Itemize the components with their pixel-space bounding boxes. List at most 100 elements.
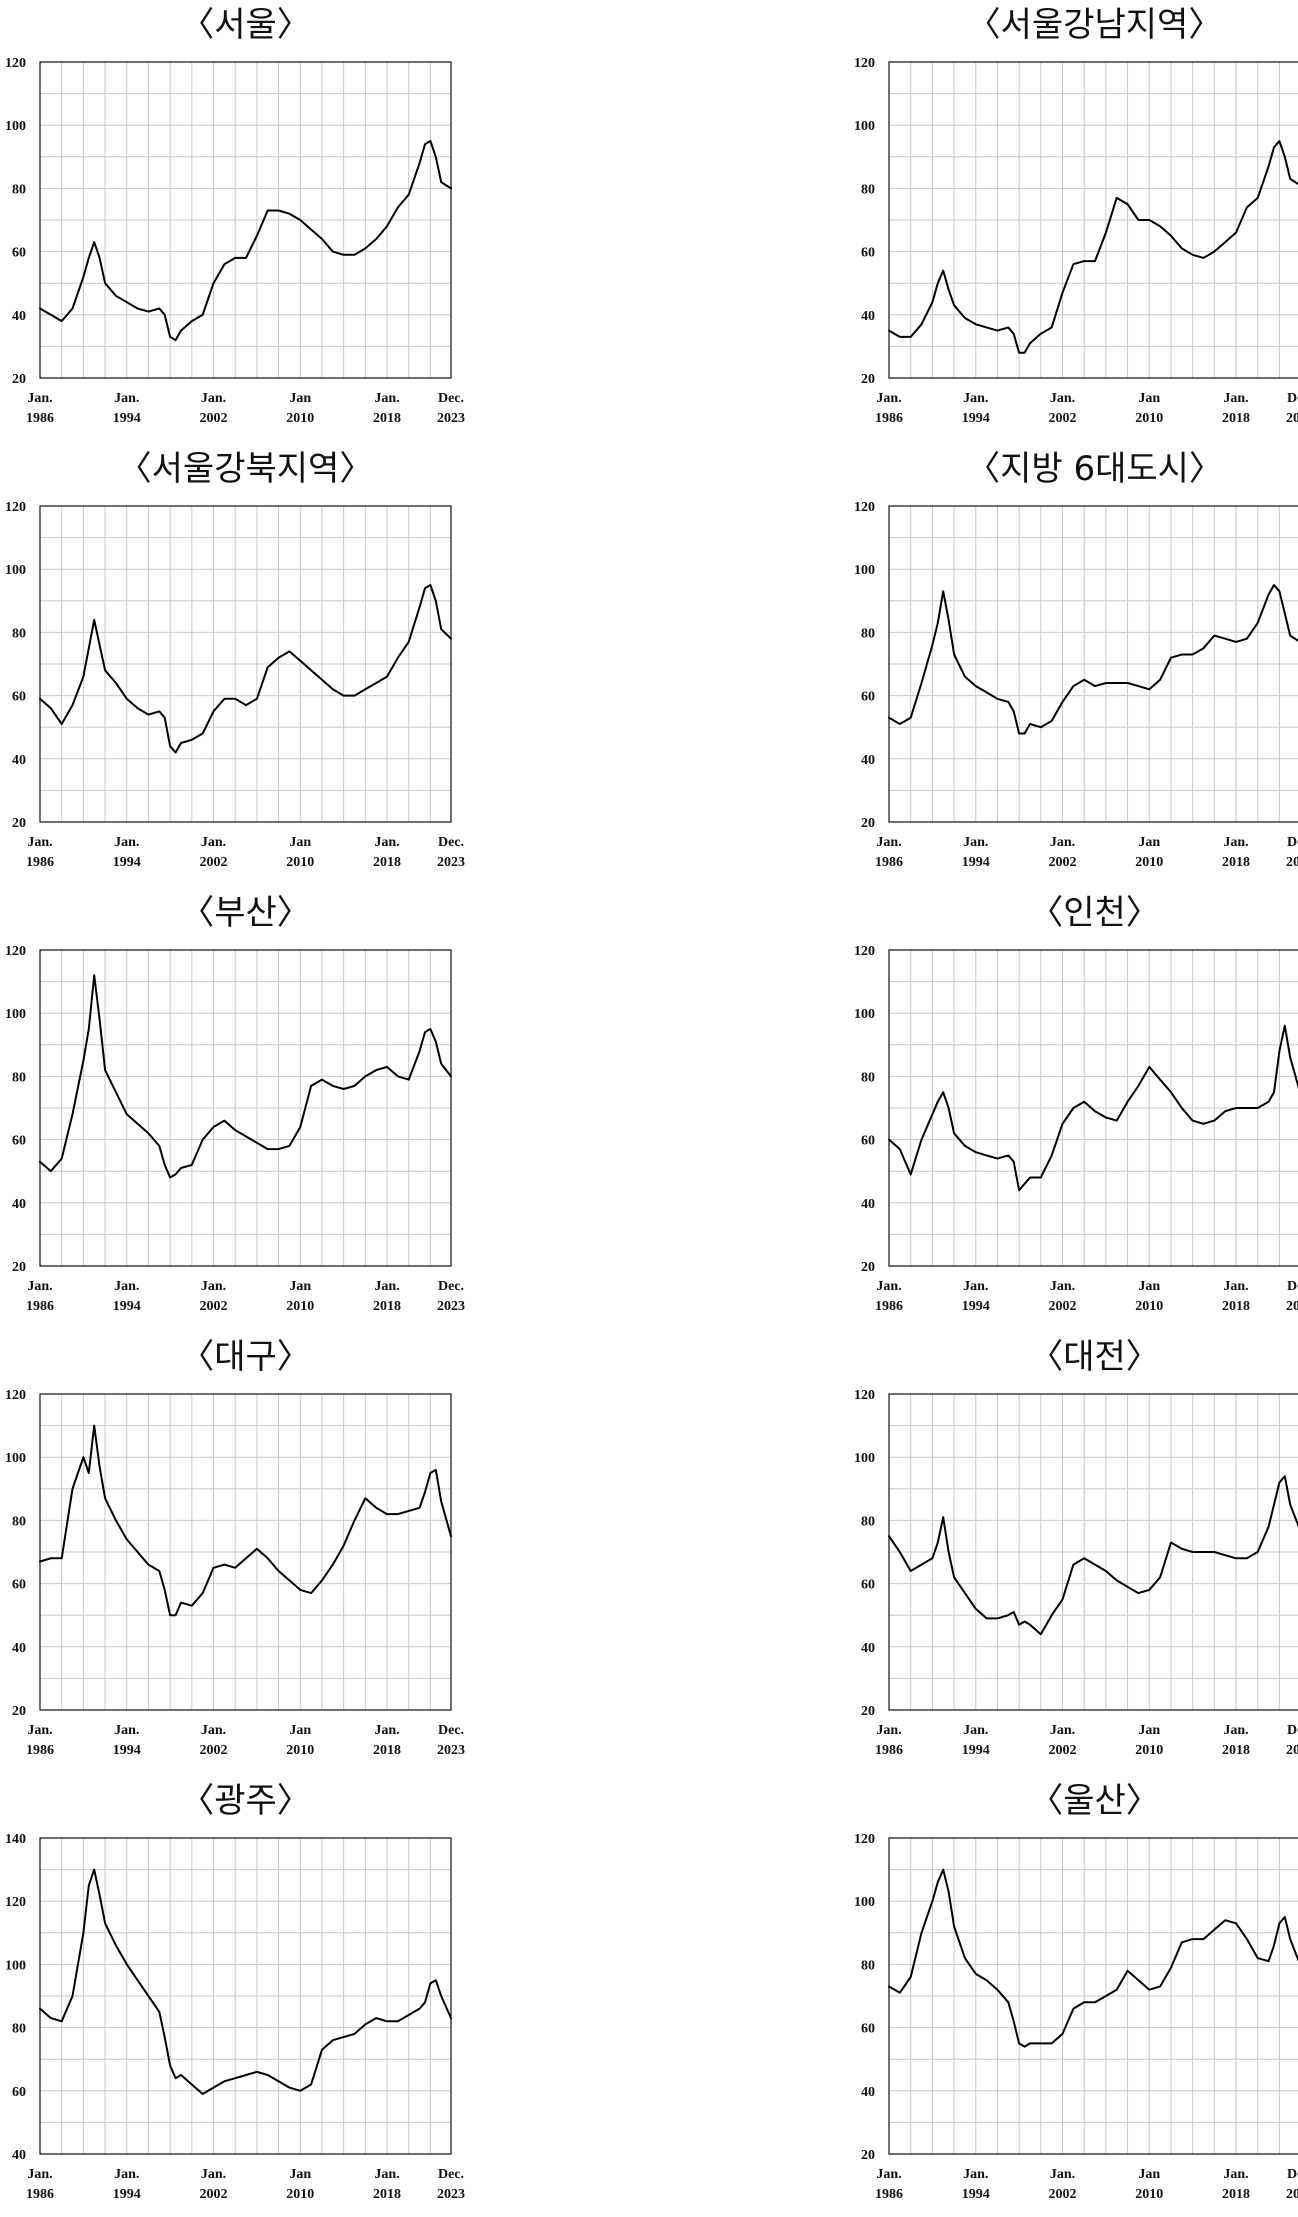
x-tick-label-year: 1986 <box>26 411 54 426</box>
x-tick-label-month: Jan. <box>963 2167 988 2182</box>
y-tick-label: 100 <box>854 119 875 134</box>
x-tick-label-year: 2010 <box>1135 855 1163 870</box>
chart-title: 〈울산〉 <box>1029 1781 1160 1821</box>
plot-frame <box>39 949 452 1267</box>
plot-frame <box>39 505 452 823</box>
x-tick-label-month: Dec. <box>438 1723 464 1738</box>
y-tick-label: 80 <box>12 1514 26 1529</box>
x-tick-label-year: 1986 <box>875 1299 903 1314</box>
line-chart-svg: 〈광주〉 40 60 80 100 120 140 Jan. 1986 Jan. 1994 Jan. 2… <box>5 1781 465 2202</box>
y-tick-label: 100 <box>5 1958 26 1973</box>
series-line <box>39 140 452 342</box>
line-chart-svg: 〈서울강북지역〉 20 40 60 80 100 120 Jan. 1986 Jan. 1994 Ja… <box>5 449 465 870</box>
y-tick-label: 40 <box>861 753 875 768</box>
x-tick-label-year: 1994 <box>962 1743 990 1758</box>
x-tick-label-year: 1994 <box>113 411 141 426</box>
x-tick-label-month: Dec. <box>1287 835 1298 850</box>
y-tick-label: 40 <box>861 2085 875 2100</box>
y-tick-label: 60 <box>861 690 875 705</box>
x-tick-label-month: Jan. <box>374 1723 399 1738</box>
x-tick-label-month: Jan. <box>876 391 901 406</box>
chart-panel: 〈서울강북지역〉 20 40 60 80 100 120 Jan. 1986 Jan. 1994 Ja… <box>0 444 465 885</box>
x-tick-label-year: 2023 <box>1286 1743 1298 1758</box>
x-tick-label-year: 1994 <box>113 855 141 870</box>
x-tick-label-year: 2018 <box>1222 2187 1250 2202</box>
x-tick-label-year: 2023 <box>437 411 465 426</box>
y-tick-label: 80 <box>12 182 26 197</box>
x-tick-label-year: 2010 <box>286 411 314 426</box>
x-tick-label-month: Jan. <box>1223 1279 1248 1294</box>
x-tick-label-year: 2018 <box>1222 1743 1250 1758</box>
x-tick-label-month: Jan <box>1138 1279 1160 1294</box>
chart-title: 〈대구〉 <box>180 1337 311 1377</box>
x-tick-label-month: Dec. <box>1287 391 1298 406</box>
x-tick-label-year: 2023 <box>437 855 465 870</box>
series-line <box>888 1024 1298 1192</box>
y-tick-label: 20 <box>12 1704 26 1719</box>
plot-frame <box>888 1837 1298 2155</box>
line-chart-svg: 〈인천〉 20 40 60 80 100 120 Jan. 1986 Jan. 1994 Jan. 20… <box>854 893 1298 1314</box>
plot-frame <box>39 61 452 379</box>
x-tick-label-month: Dec. <box>1287 2167 1298 2182</box>
x-tick-label-month: Jan <box>1138 391 1160 406</box>
x-tick-label-year: 2018 <box>1222 411 1250 426</box>
x-tick-label-month: Jan <box>289 1723 311 1738</box>
line-chart-svg: 〈부산〉 20 40 60 80 100 120 Jan. 1986 Jan. 1994 Jan. 20… <box>5 893 465 1314</box>
chart-title: 〈인천〉 <box>1029 893 1160 933</box>
x-tick-label-month: Jan <box>289 391 311 406</box>
y-tick-label: 60 <box>12 2085 26 2100</box>
chart-panel: 〈인천〉 20 40 60 80 100 120 Jan. 1986 Jan. 1994 Jan. 20… <box>849 888 1298 1329</box>
x-tick-label-month: Jan. <box>1223 835 1248 850</box>
y-tick-label: 20 <box>12 816 26 831</box>
y-tick-label: 40 <box>12 2148 26 2163</box>
x-tick-label-year: 2023 <box>437 2187 465 2202</box>
y-tick-label: 80 <box>861 1070 875 1085</box>
x-tick-label-month: Jan. <box>201 391 226 406</box>
x-tick-label-month: Jan <box>289 1279 311 1294</box>
y-tick-label: 80 <box>861 182 875 197</box>
line-chart-svg: 〈서울강남지역〉 20 40 60 80 100 120 Jan. 1986 Jan. 1994 Ja… <box>854 5 1298 426</box>
x-tick-label-month: Jan. <box>201 835 226 850</box>
x-tick-label-year: 1986 <box>26 855 54 870</box>
y-tick-label: 120 <box>854 500 875 515</box>
x-tick-label-month: Jan. <box>963 835 988 850</box>
y-tick-label: 120 <box>5 1895 26 1910</box>
x-tick-label-month: Jan. <box>374 2167 399 2182</box>
x-tick-label-month: Jan. <box>876 1723 901 1738</box>
x-tick-label-year: 2010 <box>1135 1743 1163 1758</box>
series-line <box>39 584 452 754</box>
chart-title: 〈서울〉 <box>180 5 311 45</box>
x-tick-label-month: Jan. <box>114 1723 139 1738</box>
x-tick-label-year: 2018 <box>373 2187 401 2202</box>
x-tick-label-year: 2023 <box>1286 855 1298 870</box>
x-tick-label-month: Dec. <box>438 391 464 406</box>
y-tick-label: 100 <box>854 1451 875 1466</box>
y-tick-label: 100 <box>854 563 875 578</box>
x-tick-label-year: 2010 <box>1135 411 1163 426</box>
plot-frame <box>888 505 1298 823</box>
y-tick-label: 120 <box>5 1388 26 1403</box>
x-tick-label-month: Jan. <box>114 391 139 406</box>
x-tick-label-year: 1986 <box>875 855 903 870</box>
x-tick-label-month: Jan <box>1138 835 1160 850</box>
y-tick-label: 80 <box>861 1514 875 1529</box>
y-tick-label: 100 <box>854 1895 875 1910</box>
x-tick-label-month: Jan. <box>374 835 399 850</box>
chart-panel: 〈대구〉 20 40 60 80 100 120 Jan. 1986 Jan. 1994 Jan. 20… <box>0 1332 465 1773</box>
x-tick-label-year: 2018 <box>1222 855 1250 870</box>
y-tick-label: 20 <box>861 372 875 387</box>
series-line <box>888 1475 1298 1636</box>
x-tick-label-year: 1994 <box>113 2187 141 2202</box>
x-tick-label-month: Dec. <box>1287 1723 1298 1738</box>
series-line <box>39 1424 452 1617</box>
y-tick-label: 120 <box>854 56 875 71</box>
x-tick-label-year: 2010 <box>1135 2187 1163 2202</box>
x-tick-label-year: 2010 <box>286 2187 314 2202</box>
x-tick-label-year: 2023 <box>437 1299 465 1314</box>
y-tick-label: 120 <box>5 944 26 959</box>
x-tick-label-year: 2010 <box>286 1743 314 1758</box>
chart-title: 〈서울강북지역〉 <box>118 449 374 489</box>
x-tick-label-year: 1986 <box>26 1299 54 1314</box>
x-tick-label-year: 2002 <box>200 1743 228 1758</box>
